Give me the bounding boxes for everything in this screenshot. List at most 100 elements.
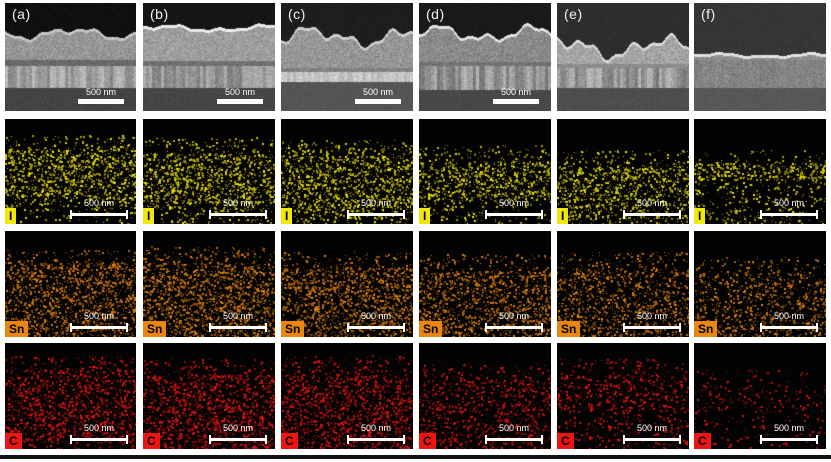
scale-bar-endcap: [403, 323, 405, 332]
scale-bar-label: 500 nm: [360, 311, 392, 321]
scale-bar-endcap: [541, 435, 543, 444]
scale-bar-label: 500 nm: [85, 87, 117, 97]
scale-bar-Sn-d: 500 nm: [485, 311, 543, 332]
element-badge-I: I: [694, 208, 706, 224]
element-badge-C: C: [694, 433, 711, 449]
scale-bar-C-c: 500 nm: [347, 423, 405, 444]
eds-map-Sn-f: Sn 500 nm: [694, 231, 826, 337]
sem-panel-a: (a) 500 nm: [5, 3, 136, 111]
panel-label-c: (c): [288, 6, 306, 22]
scale-bar-endcap: [816, 435, 818, 444]
eds-map-Sn-c: Sn 500 nm: [281, 231, 413, 337]
scale-bar-endcap: [403, 210, 405, 219]
scale-bar-line-mid: [625, 438, 679, 441]
panel-label-a: (a): [12, 6, 31, 22]
scale-bar-line: [623, 435, 681, 444]
eds-map-C-b: C 500 nm: [143, 343, 275, 449]
scale-bar-I-d: 500 nm: [485, 198, 543, 219]
sem-panel-f: (f): [694, 3, 826, 111]
scale-bar-label: 500 nm: [636, 198, 668, 208]
element-badge-Sn: Sn: [5, 321, 29, 337]
scale-bar-endcap: [623, 210, 625, 219]
scale-bar-C-d: 500 nm: [485, 423, 543, 444]
element-badge-C: C: [419, 433, 436, 449]
eds-dot-map-image-I-a: [5, 119, 136, 224]
scale-bar-line-mid: [211, 213, 265, 216]
scale-bar-line-mid: [211, 326, 265, 329]
scale-bar-endcap: [816, 323, 818, 332]
scale-bar-line-mid: [762, 438, 816, 441]
scale-bar-Sn-b: 500 nm: [209, 311, 267, 332]
scale-bar-label: 500 nm: [500, 87, 532, 97]
scale-bar-line-mid: [211, 438, 265, 441]
scale-bar-line-mid: [72, 438, 126, 441]
eds-dot-map-image-I-f: [694, 119, 826, 224]
scale-bar-label: 500 nm: [360, 423, 392, 433]
scale-bar-I-c: 500 nm: [347, 198, 405, 219]
panel-label-e: (e): [564, 6, 583, 22]
scale-bar-endcap: [209, 323, 211, 332]
scale-bar-endcap: [760, 435, 762, 444]
scale-bar-label: 500 nm: [773, 198, 805, 208]
scale-bar-endcap: [70, 210, 72, 219]
scale-bar-line: [78, 99, 124, 104]
eds-dot-map-image-C-a: [5, 343, 136, 449]
scale-bar-line: [493, 99, 539, 104]
sem-image-d: [419, 3, 551, 111]
element-badge-C: C: [5, 433, 22, 449]
scale-bar-endcap: [209, 210, 211, 219]
scale-bar-C-a: 500 nm: [70, 423, 128, 444]
scale-bar-endcap: [403, 435, 405, 444]
element-badge-I: I: [419, 208, 431, 224]
scale-bar-line-mid: [487, 438, 541, 441]
scale-bar-endcap: [623, 323, 625, 332]
scale-bar-line-mid: [487, 213, 541, 216]
scale-bar-endcap: [816, 210, 818, 219]
scale-bar-endcap: [126, 435, 128, 444]
scale-bar-I-f: 500 nm: [760, 198, 818, 219]
scale-bar-line: [209, 323, 267, 332]
scale-bar-sem-a: 500 nm: [78, 87, 124, 104]
eds-map-Sn-b: Sn 500 nm: [143, 231, 275, 337]
scale-bar-line: [760, 210, 818, 219]
scale-bar-endcap: [485, 210, 487, 219]
eds-map-I-d: I 500 nm: [419, 119, 551, 224]
scale-bar-label: 500 nm: [222, 311, 254, 321]
eds-map-Sn-e: Sn 500 nm: [557, 231, 689, 337]
eds-map-I-a: I 500 nm: [5, 119, 136, 224]
scale-bar-label: 500 nm: [636, 423, 668, 433]
scale-bar-endcap: [679, 435, 681, 444]
scale-bar-line: [485, 435, 543, 444]
scale-bar-endcap: [126, 210, 128, 219]
sem-image-b: [143, 3, 275, 111]
scale-bar-endcap: [760, 210, 762, 219]
eds-map-I-c: I 500 nm: [281, 119, 413, 224]
scale-bar-endcap: [347, 435, 349, 444]
eds-dot-map-image-Sn-f: [694, 231, 826, 337]
scale-bar-line: [485, 323, 543, 332]
eds-map-C-a: C 500 nm: [5, 343, 136, 449]
scale-bar-sem-b: 500 nm: [217, 87, 263, 104]
panel-label-d: (d): [426, 6, 445, 22]
scale-bar-line: [347, 435, 405, 444]
scale-bar-label: 500 nm: [773, 423, 805, 433]
sem-image-e: [557, 3, 689, 111]
sem-panel-b: (b) 500 nm: [143, 3, 275, 111]
scale-bar-endcap: [70, 435, 72, 444]
eds-map-I-f: I 500 nm: [694, 119, 826, 224]
element-badge-I: I: [557, 208, 569, 224]
eds-dot-map-image-Sn-e: [557, 231, 689, 337]
sem-image-f: [694, 3, 826, 111]
scale-bar-line-mid: [625, 326, 679, 329]
scale-bar-line: [760, 435, 818, 444]
eds-dot-map-image-Sn-b: [143, 231, 275, 337]
scale-bar-label: 500 nm: [362, 87, 394, 97]
scale-bar-line-mid: [349, 438, 403, 441]
scale-bar-line: [70, 323, 128, 332]
element-badge-Sn: Sn: [419, 321, 443, 337]
scale-bar-endcap: [485, 323, 487, 332]
scale-bar-endcap: [679, 323, 681, 332]
scale-bar-endcap: [265, 323, 267, 332]
panel-label-b: (b): [150, 6, 169, 22]
